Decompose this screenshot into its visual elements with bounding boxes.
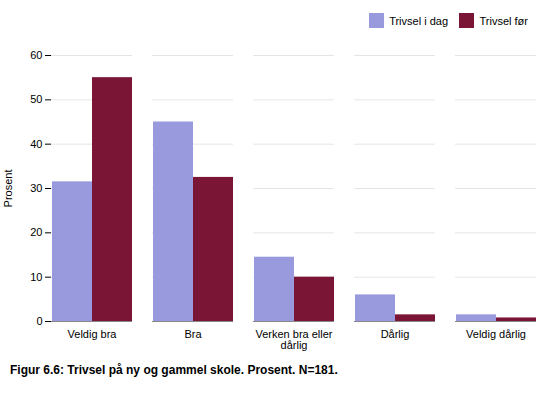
svg-text:Veldig dårlig: Veldig dårlig	[466, 328, 526, 340]
svg-text:Verken bra ellerdårlig: Verken bra ellerdårlig	[255, 328, 332, 351]
svg-text:40: 40	[30, 137, 42, 149]
svg-text:10: 10	[30, 270, 42, 282]
svg-text:Veldig bra: Veldig bra	[68, 328, 118, 340]
svg-text:50: 50	[30, 93, 42, 105]
svg-text:0: 0	[36, 315, 42, 327]
svg-text:60: 60	[30, 49, 42, 61]
svg-text:Dårlig: Dårlig	[381, 328, 410, 340]
svg-text:Prosent: Prosent	[2, 169, 14, 207]
svg-text:Bra: Bra	[184, 328, 202, 340]
html-text:Trivsel i dag: Trivsel i dag	[389, 14, 448, 27]
svg-text:30: 30	[30, 182, 42, 194]
html-text:Figur 6.6: Trivsel på ny og ga: Figur 6.6: Trivsel på ny og gammel skole…	[10, 362, 338, 377]
svg-text:20: 20	[30, 226, 42, 238]
html-text:Trivsel før: Trivsel før	[479, 14, 528, 27]
